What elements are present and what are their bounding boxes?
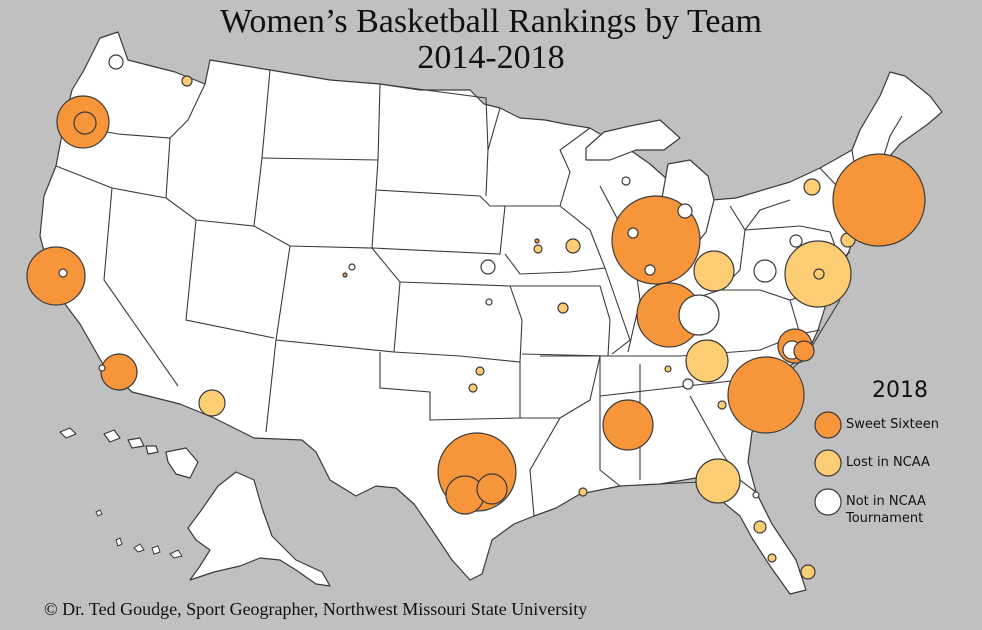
team-circle: [753, 259, 777, 283]
team-circle: [73, 111, 97, 135]
team-circles: [26, 54, 926, 580]
team-circle: [611, 195, 701, 285]
team-circle: [664, 365, 672, 373]
team-circle: [800, 564, 816, 580]
map-title: Women’s Basketball Rankings by Team: [220, 3, 762, 40]
team-circle: [342, 272, 348, 278]
team-circle: [793, 340, 815, 362]
legend-label-sweet-sixteen: Sweet Sixteen: [846, 417, 939, 432]
team-circle: [108, 54, 124, 70]
team-circle: [348, 263, 356, 271]
team-circle: [578, 487, 588, 497]
alaska: [187, 471, 331, 587]
credit-line: © Dr. Ted Goudge, Sport Geographer, Nort…: [44, 599, 588, 619]
legend-swatches: [814, 411, 842, 516]
team-circle: [198, 389, 226, 417]
team-circle: [789, 234, 803, 248]
team-circle: [767, 553, 777, 563]
team-circle: [468, 383, 478, 393]
contiguous-us-landmass: [39, 31, 943, 595]
michigan-upper-peninsula: [585, 119, 681, 161]
team-circle: [832, 153, 926, 247]
team-circle: [602, 399, 654, 451]
legend-swatch-not-in-ncaa: [814, 488, 842, 516]
team-circle: [98, 364, 106, 372]
team-circle: [181, 75, 193, 87]
team-circle: [717, 400, 727, 410]
team-circle: [678, 294, 720, 336]
team-circle: [813, 268, 825, 280]
map-subtitle-years: 2014-2018: [417, 39, 565, 76]
team-circle: [100, 353, 138, 391]
team-circle: [727, 356, 805, 434]
team-circle: [677, 203, 693, 219]
team-circle: [682, 378, 694, 390]
team-circle: [58, 268, 68, 278]
team-circle: [752, 491, 760, 499]
team-circle: [475, 366, 485, 376]
legend-year: 2018: [872, 378, 928, 403]
legend-swatch-sweet-sixteen: [814, 411, 842, 439]
legend-swatch-lost-in-ncaa: [814, 449, 842, 477]
team-circle: [480, 259, 496, 275]
team-circle: [685, 339, 729, 383]
legend-label-lost-in-ncaa: Lost in NCAA: [846, 455, 930, 470]
team-circle: [533, 244, 543, 254]
team-circle: [557, 302, 569, 314]
team-circle: [627, 227, 639, 239]
team-circle: [803, 178, 821, 196]
team-circle: [621, 176, 631, 186]
team-circle: [753, 520, 767, 534]
team-circle: [644, 264, 656, 276]
legend-label-not-in-ncaa: Not in NCAA Tournament: [846, 494, 926, 526]
team-circle: [26, 246, 86, 306]
team-circle: [534, 238, 540, 244]
hawaii-islands: [59, 427, 199, 479]
team-circle: [693, 250, 735, 292]
team-circle: [485, 298, 493, 306]
team-circle: [476, 473, 508, 505]
team-circle: [565, 238, 581, 254]
team-circle: [695, 458, 741, 504]
aleutian-islands: [95, 509, 183, 559]
